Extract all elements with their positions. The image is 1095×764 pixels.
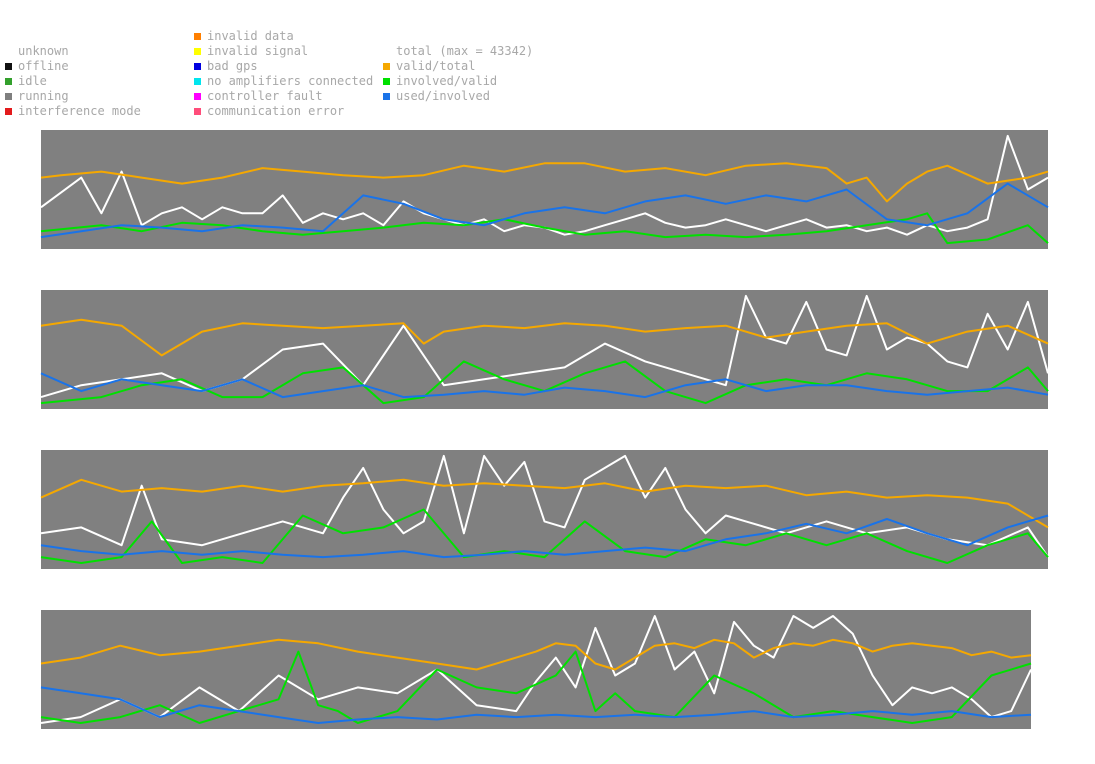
legend-label: bad gps [207, 59, 258, 73]
legend-item: invalid data [194, 29, 373, 44]
legend-swatch [383, 93, 390, 100]
legend-item: controller fault [194, 89, 373, 104]
legend-label: idle [18, 74, 47, 88]
legend-label: communication error [207, 104, 345, 118]
series-line-valid-total [40, 162, 1049, 203]
legend-item: invalid signal [194, 44, 373, 59]
legend-label: running [18, 89, 69, 103]
legend-item: no amplifiers connected [194, 74, 373, 89]
legend-swatch [5, 63, 12, 70]
chart-panel-1 [40, 130, 1049, 249]
series-line-involved-valid [40, 650, 1032, 724]
legend-item: interference mode [5, 104, 141, 119]
legend-item: communication error [194, 104, 373, 119]
series-line-valid-total [40, 318, 1049, 357]
legend-item: bad gps [194, 59, 373, 74]
series-line-used-involved [40, 514, 1049, 559]
legend-label: unknown [18, 44, 69, 58]
legend-swatch [194, 33, 201, 40]
legend-item: running [5, 89, 141, 104]
legend-label: controller fault [207, 89, 323, 103]
series-line-used-involved [40, 372, 1049, 399]
series-line-total-max-43342 [40, 134, 1049, 236]
legend-swatch [194, 108, 201, 115]
series-line-total-max-43342 [40, 615, 1032, 724]
legend-swatch [194, 48, 201, 55]
legend-label: invalid data [207, 29, 294, 43]
chart-background [41, 610, 1031, 729]
series-line-involved-valid [40, 360, 1049, 405]
chart-background [41, 450, 1048, 569]
chart-panel-2 [40, 290, 1049, 409]
chart-panel-4 [40, 610, 1032, 729]
legend-swatch [194, 78, 201, 85]
legend-label: valid/total [396, 59, 476, 73]
legend-swatch [194, 63, 201, 70]
legend-label: involved/valid [396, 74, 498, 88]
legend-swatch [383, 63, 390, 70]
series-line-involved-valid [40, 508, 1049, 564]
legend-item: idle [5, 74, 141, 89]
legend-swatch [194, 93, 201, 100]
legend-label: offline [18, 59, 69, 73]
series-line-used-involved [40, 182, 1049, 239]
legend-item: total (max = 43342) [383, 44, 533, 59]
series-line-total-max-43342 [40, 294, 1049, 399]
legend-item: used/involved [383, 89, 533, 104]
legend-item: unknown [5, 44, 141, 59]
legend-swatch [5, 78, 12, 85]
legend-swatch [383, 78, 390, 85]
legend-swatch [5, 93, 12, 100]
series-line-used-involved [40, 686, 1032, 724]
legend-label: no amplifiers connected [207, 74, 374, 88]
legend-label: invalid signal [207, 44, 309, 58]
legend-column-states: unknown offline idle running interferenc… [5, 44, 141, 119]
series-line-valid-total [40, 478, 1049, 529]
legend-label: total (max = 43342) [396, 44, 534, 58]
legend-item: involved/valid [383, 74, 533, 89]
chart-panel-3 [40, 450, 1049, 569]
legend-column-series: total (max = 43342) valid/total involved… [383, 44, 533, 104]
legend-label: interference mode [18, 104, 141, 118]
series-line-total-max-43342 [40, 454, 1049, 558]
series-line-valid-total [40, 638, 1032, 671]
legend-item: offline [5, 59, 141, 74]
legend-column-errors: invalid data invalid signal bad gps no a… [194, 29, 373, 119]
legend-item: valid/total [383, 59, 533, 74]
legend-swatch [5, 108, 12, 115]
legend-label: used/involved [396, 89, 490, 103]
